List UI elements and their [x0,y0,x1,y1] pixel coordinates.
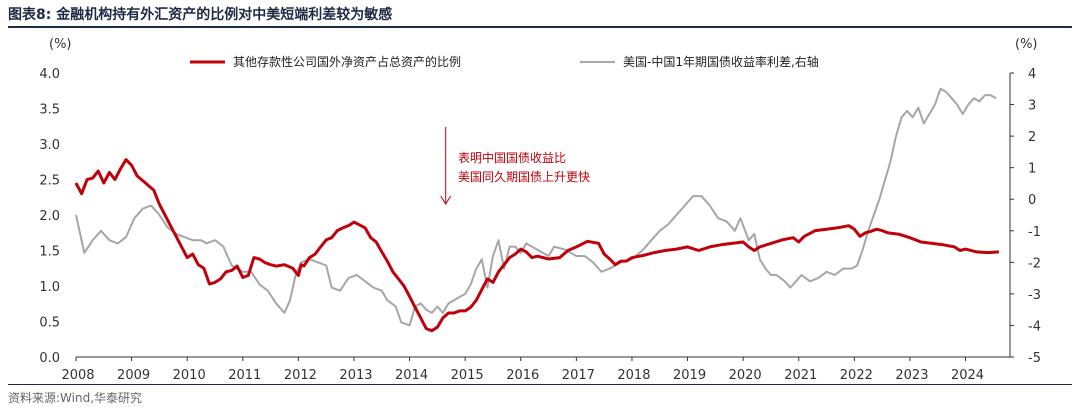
y-left-tick-label: 2.0 [39,209,60,224]
figure-source: 资料来源:Wind,华泰研究 [8,391,143,405]
y-right-tick-label: -2 [1028,256,1041,271]
y-left-tick-label: 1.0 [39,280,60,295]
annotation: 表明中国国债收益比 美国同久期国债上升更快 [440,127,590,205]
y-left-tick-label: 0.0 [39,351,60,366]
legend-label-left-series: 其他存款性公司国外净资产占总资产的比例 [233,54,461,69]
x-tick-label: 2017 [562,368,595,383]
title-underline [8,26,1072,28]
x-tick-label: 2024 [951,368,984,383]
annotation-line-1: 表明中国国债收益比 [458,150,566,165]
y-right-tick-label: 0 [1028,193,1036,208]
series-line-fx-asset-ratio [74,158,999,333]
x-tick-label: 2009 [117,368,150,383]
x-tick-label: 2022 [840,368,873,383]
x-tick-label: 2013 [339,368,372,383]
x-tick-label: 2015 [451,368,484,383]
legend-label-right-series: 美国-中国1年期国债收益率利差,右轴 [623,54,819,69]
legend: 其他存款性公司国外净资产占总资产的比例 美国-中国1年期国债收益率利差,右轴 [190,54,819,69]
x-tick-label: 2010 [173,368,206,383]
series-line-spread [75,87,997,327]
x-tick-label: 2008 [61,368,94,383]
x-tick-label: 2011 [228,368,261,383]
annotation-line-2: 美国同久期国债上升更快 [458,170,590,184]
y-right-tick-label: -1 [1028,225,1041,240]
y-left-tick-label: 3.5 [39,103,60,118]
y-right-unit: (%) [1015,37,1038,52]
figure-title: 图表8: 金融机构持有外汇资产的比例对中美短端利差较为敏感 [8,7,393,23]
y-right-tick-label: -4 [1028,319,1041,334]
y-right-tick-label: -5 [1028,351,1041,366]
x-tick-label: 2016 [506,368,539,383]
y-right-tick-labels: -5 -4 -3 -2 -1 0 1 2 3 4 [1010,67,1041,366]
x-tick-label: 2023 [895,368,928,383]
y-axis-left: (%) 0.0 0.5 1.0 1.5 2.0 2.5 3.0 3.5 4.0 [39,37,71,366]
y-left-unit: (%) [49,37,72,52]
y-right-tick-label: 4 [1028,67,1036,82]
x-tick-label: 2014 [395,368,428,383]
y-right-tick-label: -3 [1028,288,1041,303]
y-right-tick-label: 2 [1028,130,1036,145]
y-left-tick-label: 0.5 [39,316,60,331]
y-left-tick-label: 1.5 [39,245,60,260]
x-tick-label: 2021 [784,368,817,383]
y-left-tick-label: 2.5 [39,174,60,189]
y-right-tick-label: 1 [1028,162,1036,177]
source-rule [8,384,1072,385]
x-tick-label: 2019 [673,368,706,383]
x-tick-label: 2020 [729,368,762,383]
y-left-tick-labels: 0.0 0.5 1.0 1.5 2.0 2.5 3.0 3.5 4.0 [39,67,60,366]
y-left-tick-label: 4.0 [39,67,60,82]
x-axis: 2008 2009 2010 2011 2012 2013 2014 2015 2016 2017… [61,356,1010,383]
y-axis-right: (%) -5 -4 -3 -2 -1 0 1 2 3 4 [1009,37,1041,366]
x-tick-label: 2012 [284,368,317,383]
y-right-tick-label: 3 [1028,99,1036,114]
x-tick-labels: 2008 2009 2010 2011 2012 2013 2014 2015 2016 2017… [61,357,984,383]
x-tick-label: 2018 [617,368,650,383]
y-left-tick-label: 3.0 [39,138,60,153]
annotation-arrow-head [440,195,452,205]
